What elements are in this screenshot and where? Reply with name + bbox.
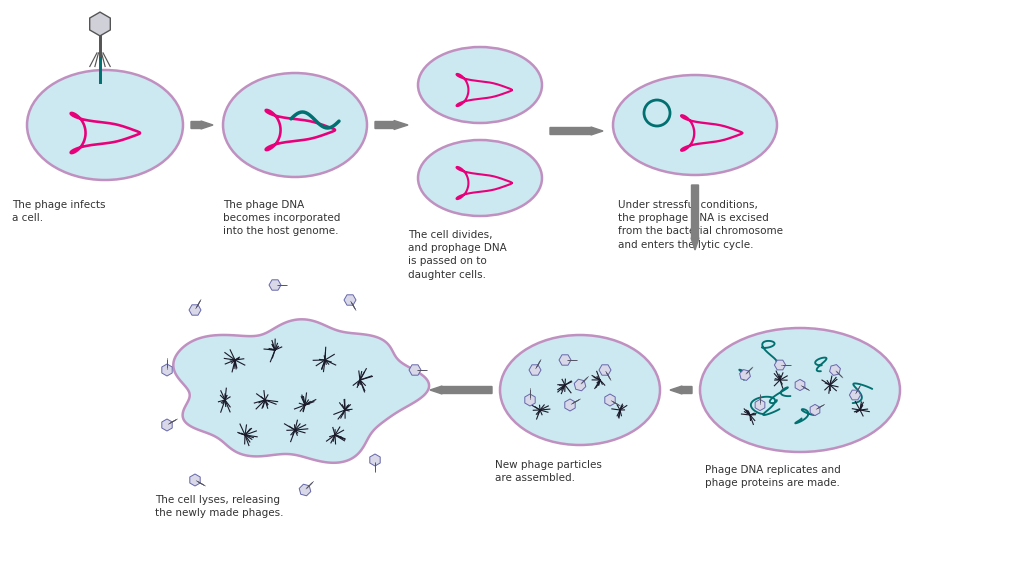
Text: Under stressful conditions,
the prophage DNA is excised
from the bacterial chrom: Under stressful conditions, the prophage… xyxy=(618,200,783,250)
Polygon shape xyxy=(599,365,611,375)
Polygon shape xyxy=(829,364,841,376)
FancyArrow shape xyxy=(191,121,213,129)
Ellipse shape xyxy=(223,73,367,177)
Text: New phage particles
are assembled.: New phage particles are assembled. xyxy=(495,460,602,483)
Polygon shape xyxy=(525,394,536,406)
Polygon shape xyxy=(774,360,785,370)
FancyArrow shape xyxy=(670,386,692,394)
FancyArrow shape xyxy=(430,386,492,394)
Polygon shape xyxy=(370,454,380,466)
Polygon shape xyxy=(559,355,571,365)
Ellipse shape xyxy=(700,328,900,452)
FancyArrow shape xyxy=(691,185,699,250)
Text: Phage DNA replicates and
phage proteins are made.: Phage DNA replicates and phage proteins … xyxy=(705,465,841,488)
Polygon shape xyxy=(90,12,111,36)
Polygon shape xyxy=(162,364,172,376)
Ellipse shape xyxy=(613,75,777,175)
Polygon shape xyxy=(344,295,356,305)
Polygon shape xyxy=(189,305,201,315)
Polygon shape xyxy=(529,365,541,375)
Ellipse shape xyxy=(418,140,542,216)
Polygon shape xyxy=(189,474,201,486)
Polygon shape xyxy=(269,280,281,290)
Polygon shape xyxy=(796,380,805,391)
Ellipse shape xyxy=(500,335,660,445)
Polygon shape xyxy=(409,365,421,375)
Ellipse shape xyxy=(418,47,542,123)
Polygon shape xyxy=(565,399,575,411)
Ellipse shape xyxy=(27,70,183,180)
Polygon shape xyxy=(162,419,172,431)
Text: The cell divides,
and prophage DNA
is passed on to
daughter cells.: The cell divides, and prophage DNA is pa… xyxy=(408,230,507,280)
Polygon shape xyxy=(299,484,311,496)
Polygon shape xyxy=(849,390,860,400)
FancyArrow shape xyxy=(375,121,408,130)
Polygon shape xyxy=(739,369,751,380)
FancyArrow shape xyxy=(550,127,603,135)
Text: The cell lyses, releasing
the newly made phages.: The cell lyses, releasing the newly made… xyxy=(155,495,284,518)
Polygon shape xyxy=(574,379,586,391)
Polygon shape xyxy=(173,319,429,463)
Polygon shape xyxy=(605,394,615,406)
Polygon shape xyxy=(755,399,765,411)
Text: The phage DNA
becomes incorporated
into the host genome.: The phage DNA becomes incorporated into … xyxy=(223,200,340,236)
Text: The phage infects
a cell.: The phage infects a cell. xyxy=(12,200,105,223)
Polygon shape xyxy=(810,404,820,416)
